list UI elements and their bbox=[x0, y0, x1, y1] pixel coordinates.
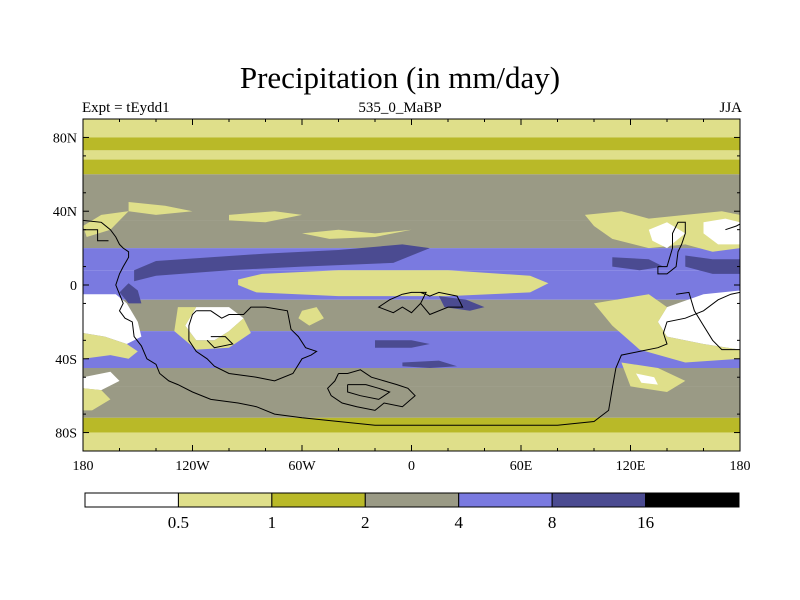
colorbar-label-4: 8 bbox=[548, 513, 557, 532]
coastline-3 bbox=[377, 293, 421, 314]
subtitle-left: Expt = tEydd1 bbox=[82, 100, 170, 116]
precip-band-2 bbox=[83, 150, 740, 160]
precip-band-1 bbox=[83, 137, 740, 151]
colorbar-label-3: 4 bbox=[454, 513, 463, 532]
y-tick-label-1: 40N bbox=[53, 205, 77, 220]
colorbar-label-5: 16 bbox=[637, 513, 654, 532]
x-tick-label-4: 60E bbox=[510, 459, 533, 474]
precip-region-10 bbox=[83, 388, 111, 411]
precip-region-12 bbox=[174, 307, 251, 350]
precip-region-9 bbox=[83, 371, 120, 391]
colorbar-swatch-6 bbox=[645, 492, 740, 508]
x-tick-label-5: 120E bbox=[616, 459, 646, 474]
precip-region-19 bbox=[128, 202, 193, 215]
precip-region-8 bbox=[83, 333, 138, 359]
x-tick-label-6: 180 bbox=[730, 459, 751, 474]
colorbar-swatch-4 bbox=[458, 492, 553, 508]
coastline-4 bbox=[326, 369, 416, 411]
precip-region-24 bbox=[703, 218, 740, 245]
precip-region-14 bbox=[657, 290, 740, 350]
coastline-8 bbox=[657, 221, 686, 275]
precip-region-21 bbox=[302, 229, 412, 239]
y-tick-label-2: 0 bbox=[70, 279, 77, 294]
colorbar-label-0: 0.5 bbox=[168, 513, 189, 532]
coastline-6 bbox=[83, 229, 109, 242]
precip-region-11 bbox=[185, 307, 244, 341]
x-tick-label-1: 120W bbox=[175, 459, 210, 474]
coastline-2 bbox=[402, 291, 464, 316]
y-tick-label-0: 80N bbox=[53, 131, 77, 146]
coastline-9 bbox=[725, 223, 740, 231]
precip-region-7 bbox=[83, 294, 142, 344]
subtitle-center: 535_0_MaBP bbox=[358, 100, 442, 116]
precip-region-2 bbox=[238, 270, 549, 297]
precip-band-4 bbox=[83, 174, 740, 221]
precip-region-13 bbox=[298, 307, 324, 326]
x-tick-label-3: 0 bbox=[408, 459, 415, 474]
y-tick-label-4: 80S bbox=[55, 427, 77, 442]
precip-region-3 bbox=[119, 283, 142, 304]
precip-region-20 bbox=[229, 211, 302, 223]
precip-region-0 bbox=[134, 244, 430, 282]
precip-region-15 bbox=[594, 294, 740, 363]
precip-band-0 bbox=[83, 119, 740, 138]
colorbar-swatch-3 bbox=[364, 492, 460, 508]
coastline-0 bbox=[83, 219, 740, 426]
coastline-7 bbox=[676, 291, 740, 351]
coastline-1 bbox=[188, 306, 318, 382]
colorbar-swatch-2 bbox=[271, 492, 366, 508]
colorbar-label-2: 2 bbox=[361, 513, 370, 532]
precip-region-18 bbox=[83, 211, 129, 237]
coastline-10 bbox=[206, 336, 234, 349]
precip-region-17 bbox=[636, 373, 658, 385]
x-tick-label-2: 60W bbox=[288, 459, 316, 474]
colorbar-swatch-0 bbox=[84, 492, 179, 508]
precip-band-13 bbox=[83, 432, 740, 451]
precip-region-5 bbox=[375, 340, 430, 348]
precip-band-11 bbox=[83, 386, 740, 418]
x-tick-label-0: 180 bbox=[73, 459, 94, 474]
colorbar-swatch-1 bbox=[177, 492, 273, 508]
precip-region-26 bbox=[612, 257, 664, 271]
subtitle-right: JJA bbox=[719, 100, 742, 116]
precip-region-6 bbox=[402, 360, 458, 368]
precip-band-10 bbox=[83, 368, 740, 387]
precip-band-3 bbox=[83, 159, 740, 175]
precip-region-25 bbox=[685, 255, 740, 274]
y-tick-label-3: 40S bbox=[55, 353, 77, 368]
colorbar-swatch-5 bbox=[551, 492, 647, 508]
colorbar-label-1: 1 bbox=[268, 513, 277, 532]
coastline-5 bbox=[347, 384, 391, 400]
precip-region-23 bbox=[648, 222, 686, 249]
chart-title: Precipitation (in mm/day) bbox=[239, 60, 561, 95]
